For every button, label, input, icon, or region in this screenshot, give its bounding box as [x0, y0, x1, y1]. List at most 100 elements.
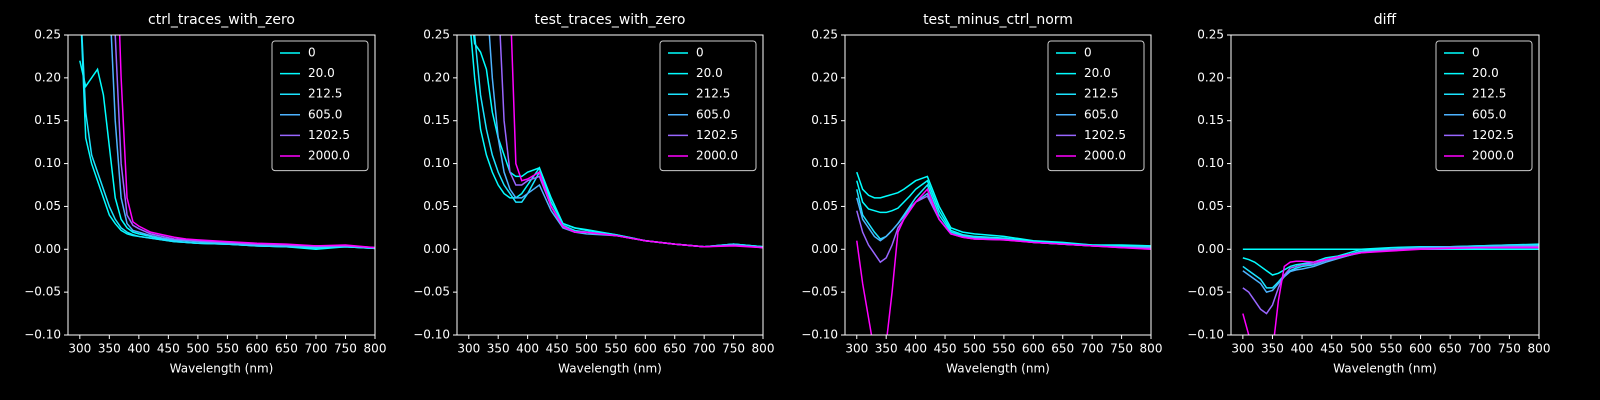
legend-label: 212.5 [696, 87, 730, 101]
y-tick-label: 0.15 [1197, 113, 1224, 127]
series-line [856, 171, 1151, 247]
x-tick-label: 600 [1022, 342, 1045, 356]
series-line [510, 35, 763, 249]
subplot-title: test_minus_ctrl_norm [923, 12, 1073, 28]
y-tick-label: 0.10 [811, 156, 838, 170]
legend-label: 212.5 [1472, 87, 1506, 101]
x-tick-label: 700 [693, 342, 716, 356]
y-tick-label: 0.05 [1197, 199, 1224, 213]
legend-label: 2000.0 [308, 149, 350, 163]
x-axis-label: Wavelength (nm) [1333, 362, 1437, 376]
y-tick-label: 0.20 [811, 70, 838, 84]
subplot: diff Wavelength (nm) 300 350 400 450 500 550 600… [1187, 12, 1550, 376]
y-tick-label: 0.15 [423, 113, 450, 127]
x-axis-label: Wavelength (nm) [946, 362, 1050, 376]
subplot: ctrl_traces_with_zero Wavelength (nm) 300 3… [24, 12, 386, 376]
legend-label: 2000.0 [1084, 149, 1126, 163]
legend-label: 1202.5 [1084, 128, 1126, 142]
legend: 0 20.0 212.5 605.0 1202.5 2000.0 [1047, 40, 1145, 172]
plot-area [470, 35, 763, 249]
subplot-title: ctrl_traces_with_zero [148, 12, 295, 28]
series-line [118, 35, 375, 249]
plot-area [856, 171, 1151, 335]
x-tick-label: 300 [845, 342, 868, 356]
x-tick-label: 350 [98, 342, 121, 356]
x-tick-label: 750 [1110, 342, 1133, 356]
x-tick-label: 700 [305, 342, 328, 356]
x-tick-label: 350 [1261, 342, 1284, 356]
y-tick-label: 0.15 [811, 113, 838, 127]
y-tick-label: −0.10 [24, 328, 61, 342]
legend-label: 1202.5 [1472, 128, 1514, 142]
legend-label: 1202.5 [696, 128, 738, 142]
y-tick-label: −0.10 [801, 328, 838, 342]
x-tick-label: 650 [1051, 342, 1074, 356]
legend-label: 0 [308, 46, 316, 60]
y-tick-label: 0.25 [423, 28, 450, 42]
axes-frame [67, 34, 376, 336]
y-tick-label: 0.10 [34, 156, 61, 170]
x-tick-label: 550 [604, 342, 627, 356]
x-tick-label: 500 [575, 342, 598, 356]
x-tick-label: 350 [875, 342, 898, 356]
y-tick-label: 0.00 [811, 242, 838, 256]
legend-label: 20.0 [1472, 66, 1499, 80]
legend: 0 20.0 212.5 605.0 1202.5 2000.0 [1435, 40, 1533, 172]
x-tick-label: 800 [752, 342, 775, 356]
x-tick-label: 350 [487, 342, 510, 356]
series-line [114, 35, 375, 249]
plot-area [1242, 243, 1539, 335]
x-tick-label: 650 [663, 342, 686, 356]
x-tick-label: 450 [1320, 342, 1343, 356]
legend-label: 20.0 [1084, 66, 1111, 80]
y-tick-label: −0.10 [413, 328, 450, 342]
y-tick-label: −0.05 [801, 285, 838, 299]
y-tick-label: 0.15 [34, 113, 61, 127]
legend-label: 212.5 [308, 87, 342, 101]
legend-label: 1202.5 [308, 128, 350, 142]
y-tick-label: 0.10 [423, 156, 450, 170]
legend-label: 0 [1472, 46, 1480, 60]
y-tick-label: 0.05 [811, 199, 838, 213]
axes-frame [844, 34, 1152, 336]
x-tick-label: 400 [1291, 342, 1314, 356]
series-line [81, 35, 375, 250]
x-tick-label: 450 [157, 342, 180, 356]
legend-label: 605.0 [308, 107, 342, 121]
legend-label: 605.0 [1472, 107, 1506, 121]
subplot: test_traces_with_zero Wavelength (nm) 300 3… [413, 12, 775, 376]
y-tick-label: 0.05 [423, 199, 450, 213]
y-tick-label: 0.05 [34, 199, 61, 213]
legend-label: 605.0 [696, 107, 730, 121]
legend: 0 20.0 212.5 605.0 1202.5 2000.0 [659, 40, 757, 172]
y-tick-label: −0.05 [24, 285, 61, 299]
legend-label: 20.0 [696, 66, 723, 80]
x-tick-label: 650 [1439, 342, 1462, 356]
y-tick-label: −0.05 [413, 285, 450, 299]
x-tick-label: 400 [127, 342, 150, 356]
y-tick-label: 0.20 [34, 70, 61, 84]
x-tick-label: 750 [334, 342, 357, 356]
x-tick-label: 600 [245, 342, 268, 356]
y-tick-label: 0.20 [1197, 70, 1224, 84]
x-tick-label: 500 [1350, 342, 1373, 356]
series-line [110, 35, 375, 249]
x-axis-label: Wavelength (nm) [558, 362, 662, 376]
legend-label: 0 [696, 46, 704, 60]
y-tick-label: 0.25 [811, 28, 838, 42]
axes-frame [1230, 34, 1540, 336]
x-tick-label: 800 [1140, 342, 1163, 356]
legend-label: 20.0 [308, 66, 335, 80]
y-tick-label: −0.05 [1187, 285, 1224, 299]
x-tick-label: 300 [1231, 342, 1254, 356]
legend: 0 20.0 212.5 605.0 1202.5 2000.0 [271, 40, 369, 172]
x-tick-label: 550 [1379, 342, 1402, 356]
series-line [1242, 246, 1539, 335]
x-tick-label: 400 [516, 342, 539, 356]
y-tick-label: 0.25 [34, 28, 61, 42]
x-axis-label: Wavelength (nm) [170, 362, 274, 376]
legend-label: 2000.0 [1472, 149, 1514, 163]
x-tick-label: 700 [1468, 342, 1491, 356]
